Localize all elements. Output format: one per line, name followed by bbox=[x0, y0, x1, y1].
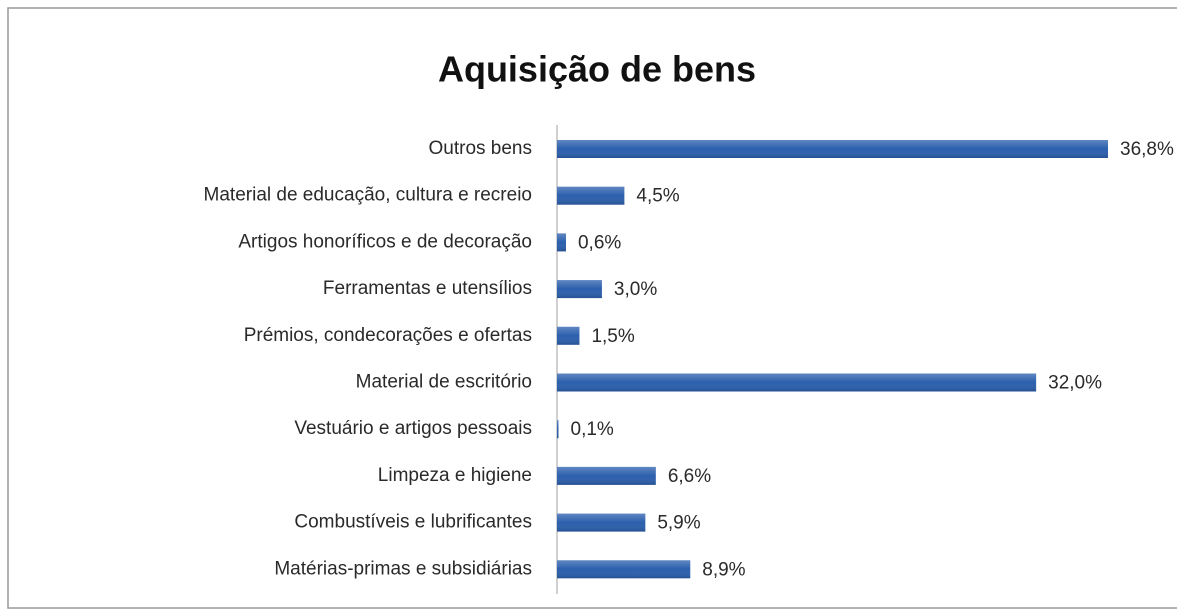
bar-shine bbox=[557, 466, 656, 485]
data-label: 0,6% bbox=[578, 232, 621, 253]
category-label: Material de educação, cultura e recreio bbox=[204, 185, 532, 206]
data-label: 6,6% bbox=[668, 466, 711, 487]
chart-title: Aquisição de bens bbox=[438, 49, 756, 90]
category-label: Outros bens bbox=[429, 138, 533, 159]
data-label: 36,8% bbox=[1120, 139, 1174, 160]
bar-shine bbox=[557, 186, 625, 205]
category-label: Matérias-primas e subsidiárias bbox=[274, 558, 532, 579]
data-label: 5,9% bbox=[657, 513, 700, 534]
data-label: 3,0% bbox=[614, 279, 657, 300]
bar-shine bbox=[557, 560, 691, 579]
data-label: 8,9% bbox=[702, 559, 745, 580]
bar-shine bbox=[557, 513, 646, 532]
data-label: 32,0% bbox=[1048, 373, 1102, 394]
category-label: Artigos honoríficos e de decoração bbox=[238, 231, 532, 252]
category-label: Combustíveis e lubrificantes bbox=[294, 512, 532, 533]
category-label: Material de escritório bbox=[356, 372, 532, 393]
data-label: 0,1% bbox=[571, 419, 614, 440]
bar-shine bbox=[557, 420, 559, 439]
bar-shine bbox=[557, 373, 1037, 392]
category-label: Vestuário e artigos pessoais bbox=[294, 418, 532, 439]
bar-shine bbox=[557, 233, 566, 252]
data-label: 4,5% bbox=[636, 186, 679, 207]
bar-shine bbox=[557, 140, 1108, 158]
category-label: Limpeza e higiene bbox=[378, 465, 532, 486]
data-label: 1,5% bbox=[591, 326, 634, 347]
category-label: Ferramentas e utensílios bbox=[323, 278, 532, 299]
bar-shine bbox=[557, 326, 580, 345]
category-label: Prémios, condecorações e ofertas bbox=[244, 325, 532, 346]
chart-frame bbox=[7, 7, 1177, 609]
bar-shine bbox=[557, 280, 602, 299]
